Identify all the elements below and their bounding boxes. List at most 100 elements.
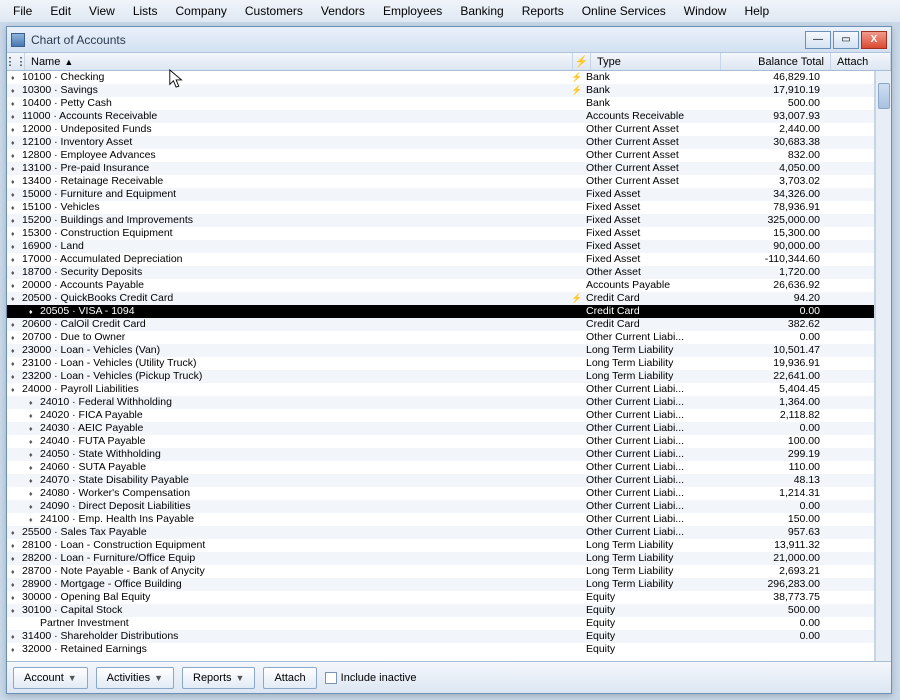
menu-banking[interactable]: Banking [451, 2, 512, 20]
account-row[interactable]: 23000 · Loan - Vehicles (Van)Long Term L… [7, 344, 874, 357]
account-balance-cell: 500.00 [716, 604, 826, 617]
menu-lists[interactable]: Lists [124, 2, 167, 20]
account-row[interactable]: 24050 · State WithholdingOther Current L… [7, 448, 874, 461]
account-row[interactable]: 20000 · Accounts PayableAccounts Payable… [7, 279, 874, 292]
menu-file[interactable]: File [4, 2, 41, 20]
account-row[interactable]: 10300 · Savings⚡Bank17,910.19 [7, 84, 874, 97]
account-row[interactable]: 31400 · Shareholder DistributionsEquity0… [7, 630, 874, 643]
menu-view[interactable]: View [80, 2, 124, 20]
account-row[interactable]: 15100 · VehiclesFixed Asset78,936.91 [7, 201, 874, 214]
account-row[interactable]: 18700 · Security DepositsOther Asset1,72… [7, 266, 874, 279]
menu-reports[interactable]: Reports [513, 2, 573, 20]
account-row[interactable]: 24090 · Direct Deposit Liabilities Other … [7, 500, 874, 513]
account-row[interactable]: 24040 · FUTA PayableOther Current Liabi.… [7, 435, 874, 448]
account-row[interactable]: 24030 · AEIC PayableOther Current Liabi.… [7, 422, 874, 435]
account-row[interactable]: 23200 · Loan - Vehicles (Pickup Truck)Lo… [7, 370, 874, 383]
account-row[interactable]: 11000 · Accounts ReceivableAccounts Rece… [7, 110, 874, 123]
account-row[interactable]: 24020 · FICA PayableOther Current Liabi.… [7, 409, 874, 422]
account-menu-button[interactable]: Account ▼ [13, 667, 88, 689]
vertical-scrollbar[interactable] [875, 71, 891, 661]
menu-window[interactable]: Window [675, 2, 736, 20]
account-button-label: Account [24, 672, 64, 684]
account-row[interactable]: 24060 · SUTA PayableOther Current Liabi.… [7, 461, 874, 474]
checkbox-box[interactable] [325, 672, 337, 684]
account-type-cell: Other Current Liabi... [586, 487, 716, 500]
activities-menu-button[interactable]: Activities ▼ [96, 667, 174, 689]
menu-company[interactable]: Company [167, 2, 236, 20]
name-column-header[interactable]: Name ▲ [25, 53, 573, 70]
account-balance-cell: 832.00 [716, 149, 826, 162]
account-name-cell: 10400 · Petty Cash [7, 97, 568, 111]
accounts-list[interactable]: 10100 · Checking⚡Bank46,829.1010300 · Sa… [7, 71, 875, 661]
window-titlebar[interactable]: Chart of Accounts — ▭ X [7, 27, 891, 53]
account-row[interactable]: 32000 · Retained EarningsEquity [7, 643, 874, 656]
account-name-cell: 30100 · Capital Stock [7, 604, 568, 618]
account-type-cell: Accounts Receivable [586, 110, 716, 123]
account-name-cell: 23100 · Loan - Vehicles (Utility Truck) [7, 357, 568, 371]
account-balance-cell: 299.19 [716, 448, 826, 461]
menu-edit[interactable]: Edit [41, 2, 80, 20]
account-row[interactable]: 24070 · State Disability PayableOther Cu… [7, 474, 874, 487]
account-row[interactable]: 30100 · Capital StockEquity500.00 [7, 604, 874, 617]
menu-employees[interactable]: Employees [374, 2, 451, 20]
flag-column-header[interactable]: ⚡ [573, 53, 591, 70]
account-row[interactable]: 12000 · Undeposited FundsOther Current A… [7, 123, 874, 136]
close-button[interactable]: X [861, 31, 887, 49]
account-row[interactable]: 20600 · CalOil Credit CardCredit Card382… [7, 318, 874, 331]
account-row[interactable]: 15300 · Construction EquipmentFixed Asse… [7, 227, 874, 240]
account-row[interactable]: 24100 · Emp. Health Ins PayableOther Cur… [7, 513, 874, 526]
grip-column-header[interactable]: ⋮⋮ [7, 53, 25, 70]
sort-ascending-icon: ▲ [64, 57, 73, 67]
account-row[interactable]: 13100 · Pre-paid InsuranceOther Current … [7, 162, 874, 175]
attach-button[interactable]: Attach [263, 667, 316, 689]
account-row[interactable]: 30000 · Opening Bal EquityEquity38,773.7… [7, 591, 874, 604]
account-row[interactable]: 28200 · Loan - Furniture/Office EquipLon… [7, 552, 874, 565]
maximize-button[interactable]: ▭ [833, 31, 859, 49]
reports-button-label: Reports [193, 672, 232, 684]
account-row[interactable]: 28100 · Loan - Construction EquipmentLon… [7, 539, 874, 552]
account-name-cell: 24090 · Direct Deposit Liabilities [7, 500, 568, 514]
account-row[interactable]: 20700 · Due to OwnerOther Current Liabi.… [7, 331, 874, 344]
scrollbar-thumb[interactable] [878, 83, 890, 109]
account-row[interactable]: 28900 · Mortgage - Office BuildingLong T… [7, 578, 874, 591]
menu-customers[interactable]: Customers [236, 2, 312, 20]
balance-column-header[interactable]: Balance Total [721, 53, 831, 70]
minimize-button[interactable]: — [805, 31, 831, 49]
menu-vendors[interactable]: Vendors [312, 2, 374, 20]
reports-menu-button[interactable]: Reports ▼ [182, 667, 255, 689]
account-name-cell: 15200 · Buildings and Improvements [7, 214, 568, 228]
account-row[interactable]: 24000 · Payroll LiabilitiesOther Current… [7, 383, 874, 396]
account-balance-cell: 0.00 [716, 500, 826, 513]
account-row[interactable]: 24010 · Federal WithholdingOther Current… [7, 396, 874, 409]
account-row[interactable]: 17000 · Accumulated DepreciationFixed As… [7, 253, 874, 266]
account-row[interactable]: 20505 · VISA - 1094Credit Card0.00 [7, 305, 874, 318]
account-row[interactable]: 15000 · Furniture and EquipmentFixed Ass… [7, 188, 874, 201]
account-row[interactable]: 10400 · Petty CashBank500.00 [7, 97, 874, 110]
account-name-cell: 24010 · Federal Withholding [7, 396, 568, 410]
account-type-cell: Other Current Liabi... [586, 500, 716, 513]
account-balance-cell: 94.20 [716, 292, 826, 305]
include-inactive-checkbox[interactable]: Include inactive [325, 672, 417, 684]
account-balance-cell: 21,000.00 [716, 552, 826, 565]
account-type-cell: Bank [586, 71, 716, 84]
account-row[interactable]: 28700 · Note Payable - Bank of AnycityLo… [7, 565, 874, 578]
account-row[interactable]: Partner InvestmentEquity0.00 [7, 617, 874, 630]
attach-column-header[interactable]: Attach [831, 53, 891, 70]
account-row[interactable]: 24080 · Worker's CompensationOther Curre… [7, 487, 874, 500]
account-type-cell: Long Term Liability [586, 344, 716, 357]
type-column-header[interactable]: Type [591, 53, 721, 70]
account-row[interactable]: 13400 · Retainage ReceivableOther Curren… [7, 175, 874, 188]
account-row[interactable]: 16900 · LandFixed Asset90,000.00 [7, 240, 874, 253]
account-row[interactable]: 20500 · QuickBooks Credit Card⚡Credit Ca… [7, 292, 874, 305]
menu-online-services[interactable]: Online Services [573, 2, 675, 20]
menu-help[interactable]: Help [735, 2, 778, 20]
account-name-cell: 24070 · State Disability Payable [7, 474, 568, 488]
account-name-cell: 13100 · Pre-paid Insurance [7, 162, 568, 176]
account-row[interactable]: 23100 · Loan - Vehicles (Utility Truck)L… [7, 357, 874, 370]
account-row[interactable]: 10100 · Checking⚡Bank46,829.10 [7, 71, 874, 84]
account-row[interactable]: 25500 · Sales Tax PayableOther Current L… [7, 526, 874, 539]
account-name-cell: 23200 · Loan - Vehicles (Pickup Truck) [7, 370, 568, 384]
account-row[interactable]: 15200 · Buildings and ImprovementsFixed … [7, 214, 874, 227]
account-row[interactable]: 12100 · Inventory AssetOther Current Ass… [7, 136, 874, 149]
account-row[interactable]: 12800 · Employee AdvancesOther Current A… [7, 149, 874, 162]
